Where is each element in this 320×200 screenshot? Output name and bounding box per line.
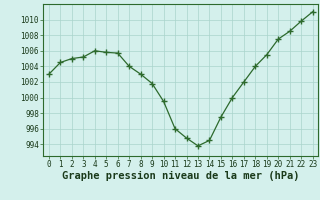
X-axis label: Graphe pression niveau de la mer (hPa): Graphe pression niveau de la mer (hPa) (62, 171, 300, 181)
